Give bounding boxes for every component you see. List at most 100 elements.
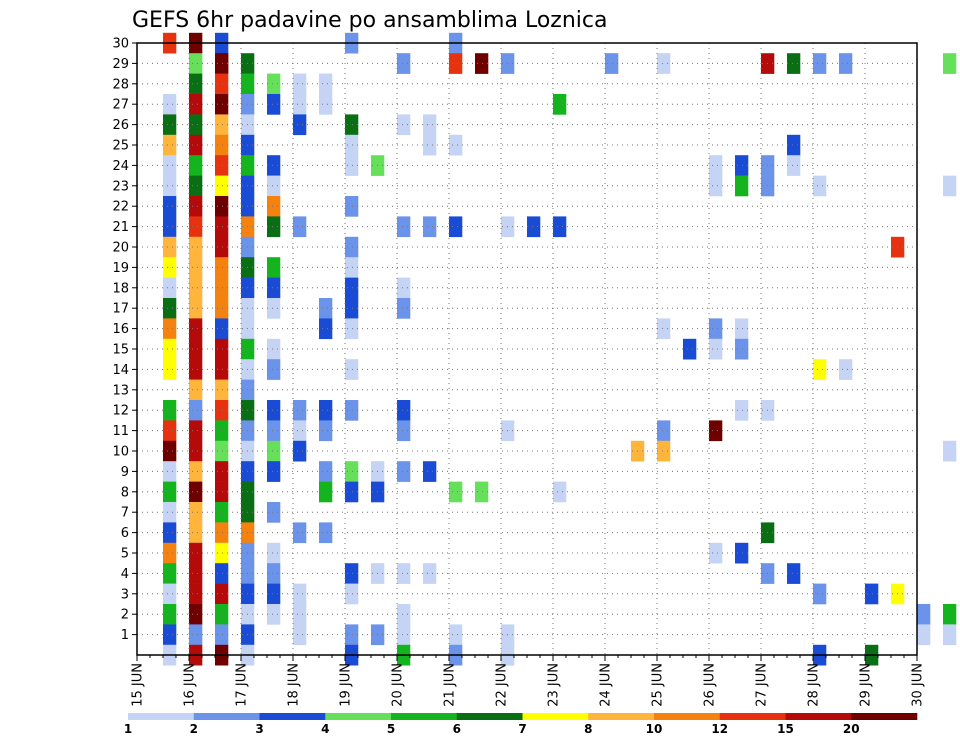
y-tick-label: 9 (121, 465, 129, 480)
colorbar-swatch (588, 713, 655, 720)
heatmap-cell (839, 359, 853, 380)
heatmap-cell (163, 196, 177, 217)
colorbar-swatch (654, 713, 721, 720)
heatmap-cell (397, 420, 411, 442)
heatmap-cell (657, 53, 671, 74)
x-tick-label: 25 JUN (651, 663, 666, 707)
heatmap-cell (397, 624, 411, 646)
heatmap-cell (683, 338, 697, 360)
x-tick-label: 28 JUN (807, 663, 822, 707)
colorbar-label: 3 (255, 722, 263, 736)
colorbar-label: 6 (453, 722, 461, 736)
y-tick-label: 3 (121, 587, 129, 602)
y-tick-label: 21 (112, 220, 129, 235)
heatmap-cell (163, 440, 177, 462)
heatmap-cell (605, 53, 619, 74)
y-tick-label: 11 (112, 424, 129, 439)
heatmap-cell (345, 196, 359, 217)
y-tick-label: 10 (112, 445, 129, 460)
colorbar-swatch (785, 713, 852, 720)
heatmap-cell (215, 359, 229, 380)
heatmap-cell (397, 53, 411, 74)
heatmap-cell (189, 522, 203, 544)
heatmap-cell (787, 155, 801, 176)
y-tick-label: 13 (112, 383, 129, 398)
heatmap-cell (163, 155, 177, 176)
heatmap-cell (267, 277, 281, 299)
heatmap-cell (189, 563, 203, 584)
heatmap-cell (267, 196, 281, 217)
heatmap-cell (189, 277, 203, 299)
heatmap-cell (449, 53, 463, 74)
heatmap-cell (189, 73, 203, 95)
heatmap-cell (813, 53, 827, 74)
heatmap-cell (397, 461, 411, 482)
heatmap-cell (553, 216, 567, 238)
heatmap-cell (215, 155, 229, 176)
x-tick-label: 30 JUN (911, 663, 926, 707)
heatmap-cell (345, 359, 359, 380)
heatmap-cell (163, 542, 177, 564)
heatmap-cell (345, 563, 359, 584)
heatmap-cell (293, 400, 307, 421)
y-tick-label: 8 (121, 485, 129, 500)
x-axis: 15 JUN 16 JUN 17 JUN 18 JUN 19 JUN 20 JUN 21 J… (131, 655, 926, 707)
heatmap-cell (189, 542, 203, 564)
heatmap-cell (319, 420, 333, 442)
heatmap-cell (345, 481, 359, 503)
x-tick-label: 27 JUN (755, 663, 770, 707)
heatmap-cell (319, 318, 333, 340)
y-tick-label: 20 (112, 241, 129, 256)
heatmap-cell (215, 563, 229, 584)
y-tick-label: 23 (112, 179, 129, 194)
heatmap-cell (917, 624, 931, 646)
x-tick-label: 15 JUN (131, 663, 146, 707)
heatmap-cell (215, 53, 229, 74)
heatmap-cell (657, 420, 671, 442)
heatmap-cell (345, 114, 359, 136)
heatmap-cell (215, 318, 229, 340)
heatmap-cell (397, 114, 411, 136)
y-tick-label: 7 (121, 506, 129, 521)
colorbar-swatch (719, 713, 786, 720)
y-tick-label: 16 (112, 322, 129, 337)
heatmap-cell (163, 175, 177, 197)
heatmap-cell (813, 175, 827, 197)
heatmap-cell (215, 624, 229, 646)
heatmap-cell (345, 257, 359, 278)
heatmap-cell (319, 481, 333, 503)
x-tick-label: 17 JUN (235, 663, 250, 707)
y-tick-label: 17 (112, 302, 129, 317)
heatmap-cell (293, 114, 307, 136)
y-tick-label: 18 (112, 281, 129, 296)
heatmap-cell (943, 440, 957, 462)
colorbar-label: 4 (321, 722, 329, 736)
heatmap-cell (163, 318, 177, 340)
heatmap-cell (163, 624, 177, 646)
heatmap-cell (709, 338, 723, 360)
heatmap-cell (657, 318, 671, 340)
heatmap-cell (215, 583, 229, 605)
heatmap-cell (215, 542, 229, 564)
heatmap-cell (449, 134, 463, 156)
heatmap-cell (215, 134, 229, 156)
heatmap-cell (267, 94, 281, 115)
heatmap-cell (865, 583, 879, 605)
heatmap-cell (163, 563, 177, 584)
heatmap-cell (189, 400, 203, 421)
heatmap-cell (397, 298, 411, 319)
heatmap-cell (267, 583, 281, 605)
heatmap-cell (163, 583, 177, 605)
heatmap-cell (267, 400, 281, 421)
y-tick-label: 2 (121, 608, 129, 623)
heatmap-cell (215, 257, 229, 278)
heatmap-cell (449, 481, 463, 503)
heatmap-cell (293, 604, 307, 625)
y-tick-label: 14 (112, 363, 129, 378)
heatmap-cell (345, 461, 359, 482)
colorbar-swatch (325, 713, 392, 720)
heatmap-cell (293, 440, 307, 462)
heatmap-cell (657, 440, 671, 462)
colorbar-legend: 1 2 3 4 5 6 7 8 10 12 15 20 (124, 713, 918, 736)
heatmap-cell (163, 298, 177, 319)
